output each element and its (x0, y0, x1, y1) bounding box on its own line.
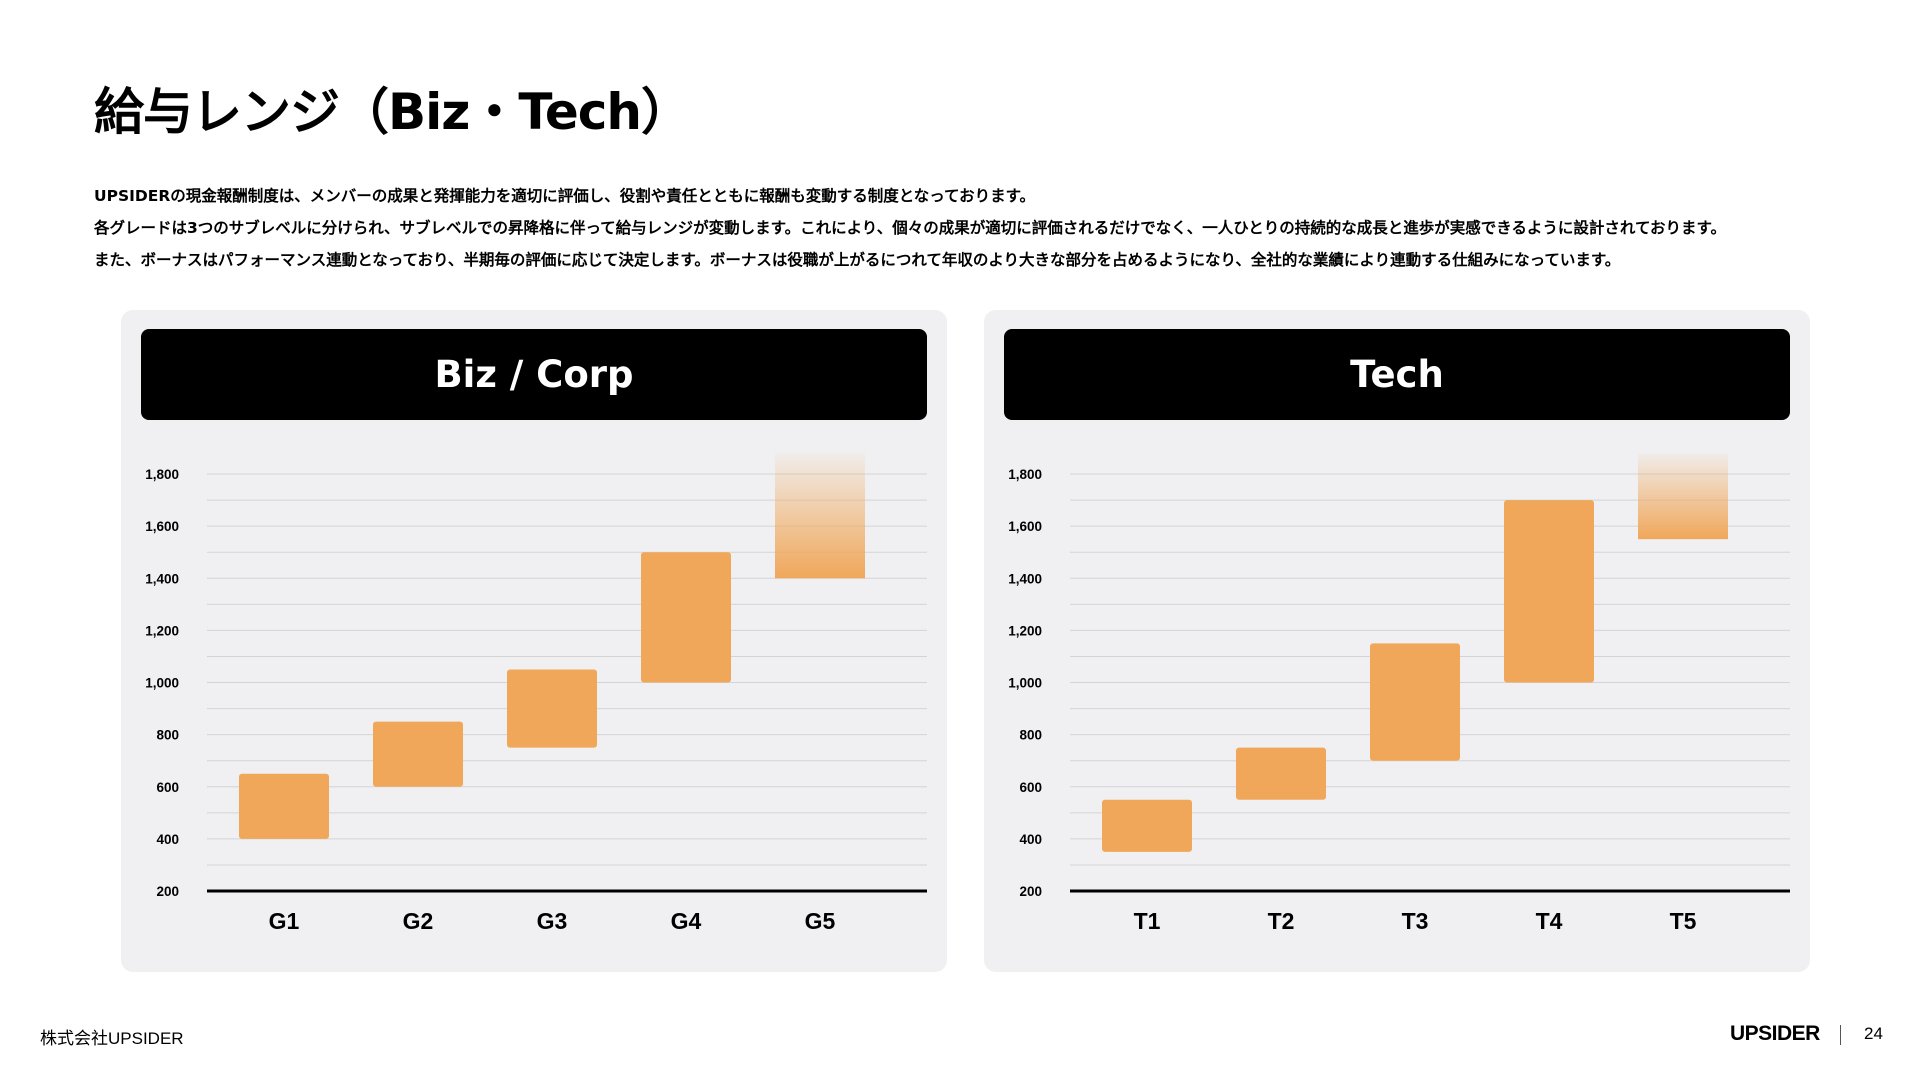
tech-bar-t2 (1236, 747, 1326, 800)
x-category-label: T5 (1670, 908, 1697, 934)
x-category-label: T2 (1268, 908, 1295, 934)
biz-corp-panel: Biz / Corp 1,800 1,600 1,400 1,200 1,000 800 6… (121, 310, 947, 972)
tech-bar-t1 (1102, 799, 1192, 852)
description-line-2: 各グレードは3つのサブレベルに分けられ、サブレベルでの昇降格に伴って給与レンジが… (94, 219, 1726, 237)
y-tick-label: 400 (1019, 832, 1042, 847)
x-category-label: G3 (537, 908, 568, 934)
y-tick-label: 1,400 (1008, 571, 1042, 586)
y-tick-label: 1,600 (145, 519, 179, 534)
tech-bar-t3 (1370, 643, 1460, 761)
biz-corp-chart: 1,800 1,600 1,400 1,200 1,000 800 600 400 200 G1 G… (145, 453, 927, 934)
x-category-label: T3 (1402, 908, 1429, 934)
x-category-label: G2 (403, 908, 434, 934)
x-category-label: T4 (1536, 908, 1563, 934)
y-tick-label: 1,200 (145, 623, 179, 638)
footer-company-name: 株式会社UPSIDER (40, 1029, 184, 1048)
tech-bar-t4 (1504, 500, 1594, 683)
tech-chart: 1,800 1,600 1,400 1,200 1,000 800 600 400 200 T1 T… (1008, 453, 1790, 934)
tech-panel: Tech 1,800 1,600 1,400 1,200 1,000 800 600 400 2… (984, 310, 1810, 972)
x-category-label: G5 (805, 908, 836, 934)
x-category-label: T1 (1134, 908, 1161, 934)
y-tick-label: 800 (156, 728, 179, 743)
biz-corp-chart-title: Biz / Corp (141, 329, 927, 420)
y-tick-label: 1,400 (145, 571, 179, 586)
x-category-label: G1 (269, 908, 300, 934)
tech-bar-t5 (1638, 453, 1728, 540)
y-tick-label: 200 (156, 884, 179, 899)
upsider-logo: UPSIDER (1730, 1022, 1820, 1045)
x-category-label: G4 (671, 908, 702, 934)
y-tick-label: 600 (156, 780, 179, 795)
page-title: 給与レンジ（Biz・Tech） (94, 83, 691, 141)
description-line-3: また、ボーナスはパフォーマンス連動となっており、半期毎の評価に応じて決定します。… (94, 251, 1621, 269)
y-tick-label: 1,000 (1008, 676, 1042, 691)
y-tick-label: 800 (1019, 728, 1042, 743)
page-number: 24 (1864, 1024, 1883, 1043)
y-tick-label: 1,000 (145, 676, 179, 691)
y-tick-label: 200 (1019, 884, 1042, 899)
y-tick-label: 400 (156, 832, 179, 847)
biz-corp-bar-g2 (373, 721, 463, 787)
y-tick-label: 1,800 (145, 467, 179, 482)
y-tick-label: 1,200 (1008, 623, 1042, 638)
description: UPSIDERの現金報酬制度は、メンバーの成果と発揮能力を適切に評価し、役割や責… (94, 180, 1726, 276)
biz-corp-bar-g5 (775, 453, 865, 579)
biz-corp-bar-g4 (641, 552, 731, 683)
biz-corp-bar-g1 (239, 773, 329, 839)
y-tick-label: 1,800 (1008, 467, 1042, 482)
tech-chart-title: Tech (1004, 329, 1790, 420)
description-line-1: UPSIDERの現金報酬制度は、メンバーの成果と発揮能力を適切に評価し、役割や責… (94, 187, 1036, 205)
biz-corp-bar-g3 (507, 669, 597, 748)
footer-divider (1840, 1025, 1841, 1045)
y-tick-label: 1,600 (1008, 519, 1042, 534)
y-tick-label: 600 (1019, 780, 1042, 795)
